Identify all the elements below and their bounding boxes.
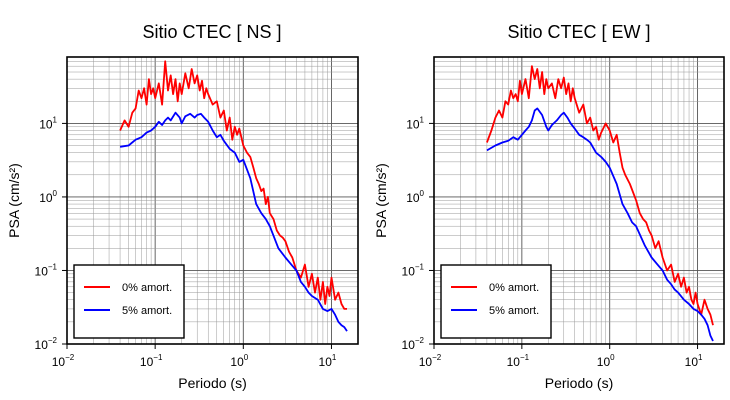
- y-tick-exponent: −2: [48, 336, 58, 345]
- y-tick-label: 101: [39, 115, 57, 131]
- x-tick-label: 10−1: [507, 353, 530, 369]
- x-tick-exponent: 1: [698, 353, 703, 362]
- x-tick-label: 100: [230, 353, 248, 369]
- y-tick-label: 10−2: [402, 336, 425, 352]
- y-tick-label: 100: [406, 189, 424, 205]
- x-tick-labels: 10−2 10−1 100 101: [419, 344, 703, 369]
- x-axis-label: Periodo (s): [178, 375, 246, 391]
- x-tick-exponent: −2: [432, 353, 442, 362]
- x-tick-exponent: −2: [65, 353, 75, 362]
- y-axis-label: PSA (cm/s²): [6, 163, 22, 238]
- series-line-undamped: [486, 65, 714, 326]
- chart-title: Sitio CTEC [ EW ]: [507, 22, 650, 42]
- y-tick-exponent: 1: [420, 115, 425, 124]
- legend: 0% amort. 5% amort.: [440, 264, 552, 339]
- legend: 0% amort. 5% amort.: [73, 264, 185, 339]
- x-tick-exponent: 1: [332, 353, 337, 362]
- legend-label: 0% amort.: [489, 282, 539, 294]
- y-tick-label: 101: [406, 115, 424, 131]
- plot-frame: [433, 56, 725, 345]
- x-tick-exponent: 0: [610, 353, 615, 362]
- plot-frame: [66, 56, 359, 345]
- series-line-undamped: [119, 60, 347, 310]
- legend-label: 5% amort.: [489, 305, 539, 317]
- y-tick-exponent: −1: [415, 262, 425, 271]
- series-line-damped: [486, 107, 714, 342]
- x-tick-label: 10−2: [419, 353, 442, 369]
- x-axis-label: Periodo (s): [545, 375, 613, 391]
- x-tick-exponent: −1: [153, 353, 163, 362]
- x-tick-label: 10−1: [140, 353, 163, 369]
- y-tick-label: 10−1: [35, 262, 58, 278]
- series-line-damped: [119, 111, 348, 332]
- legend-label: 5% amort.: [122, 305, 172, 317]
- y-tick-exponent: 0: [420, 189, 425, 198]
- legend-label: 0% amort.: [122, 282, 172, 294]
- y-tick-exponent: 0: [53, 189, 58, 198]
- y-tick-exponent: 1: [53, 115, 58, 124]
- x-tick-label: 100: [597, 353, 615, 369]
- y-tick-label: 10−1: [402, 262, 425, 278]
- y-axis-label: PSA (cm/s²): [373, 163, 389, 238]
- x-tick-exponent: 0: [244, 353, 249, 362]
- y-tick-label: 100: [39, 189, 57, 205]
- x-tick-labels: 10−2 10−1 100 101: [52, 344, 337, 369]
- x-tick-label: 10−2: [52, 353, 75, 369]
- x-tick-exponent: −1: [520, 353, 530, 362]
- y-tick-label: 10−2: [35, 336, 58, 352]
- y-tick-exponent: −2: [415, 336, 425, 345]
- x-tick-label: 101: [319, 353, 337, 369]
- chart-title: Sitio CTEC [ NS ]: [142, 22, 281, 42]
- y-tick-exponent: −1: [48, 262, 58, 271]
- x-tick-label: 101: [685, 353, 703, 369]
- legend-box: [73, 264, 185, 339]
- legend-box: [440, 264, 552, 339]
